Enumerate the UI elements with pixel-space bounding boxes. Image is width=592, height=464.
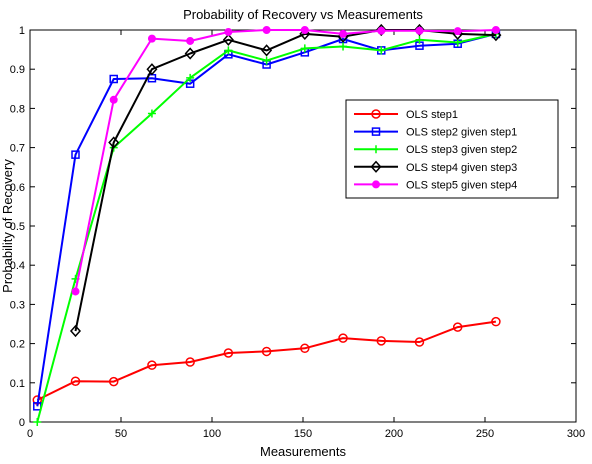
- data-point: [70, 376, 81, 386]
- data-point: [147, 34, 156, 43]
- data-point: [262, 26, 271, 34]
- data-point: [109, 95, 118, 104]
- data-point: [222, 33, 234, 46]
- data-point: [186, 36, 195, 45]
- y-tick-label: 0.3: [10, 299, 25, 311]
- y-tick-label: 0.5: [10, 221, 25, 233]
- legend-item: OLS step3 given step2: [354, 144, 517, 156]
- series-line: [74, 29, 496, 292]
- x-tick-label: 200: [385, 428, 403, 440]
- legend-label: OLS step4 given step3: [406, 162, 517, 174]
- data-point: [339, 29, 348, 38]
- y-tick-label: 0.8: [10, 103, 25, 115]
- data-point: [108, 376, 119, 387]
- data-point: [491, 26, 500, 34]
- series-5: [71, 26, 500, 296]
- legend-label: OLS step1: [406, 109, 458, 121]
- data-point: [262, 56, 271, 65]
- data-point: [109, 74, 118, 84]
- data-point: [33, 418, 42, 426]
- data-point: [376, 336, 387, 346]
- legend-marker: [372, 145, 380, 154]
- x-tick-label: 50: [115, 428, 127, 440]
- data-point: [261, 346, 272, 357]
- legend-item: OLS step5 given step4: [354, 179, 517, 191]
- data-point: [415, 35, 424, 44]
- legend-marker: [371, 109, 381, 119]
- y-tick-label: 1: [19, 25, 25, 37]
- data-point: [453, 27, 462, 36]
- data-point: [69, 324, 82, 338]
- data-point: [261, 44, 273, 57]
- y-tick-label: 0.1: [10, 378, 25, 390]
- data-point: [377, 26, 386, 35]
- legend: OLS step1 OLS step2 given step1 OLS step3 …: [345, 99, 559, 199]
- axis-ticks: 0 50 100 150 200 250 300 0 0.1 0.2 0.3 0.4 0.5 0.6 0.7…: [10, 25, 585, 440]
- legend-item: OLS step2 given step1: [354, 127, 517, 139]
- legend-marker: [372, 180, 380, 189]
- x-tick-label: 100: [203, 428, 221, 440]
- data-point: [452, 322, 463, 332]
- data-point: [300, 44, 309, 53]
- data-point: [224, 27, 233, 36]
- x-tick-label: 250: [476, 428, 494, 440]
- series-layer: [32, 23, 502, 426]
- data-point: [185, 357, 195, 367]
- data-point: [223, 348, 234, 358]
- data-point: [300, 343, 310, 354]
- data-point: [146, 63, 158, 76]
- data-point: [147, 109, 156, 118]
- y-tick-label: 0.7: [10, 143, 25, 155]
- data-point: [186, 73, 195, 82]
- data-point: [108, 136, 120, 149]
- y-tick-label: 0.2: [10, 339, 25, 351]
- data-point: [224, 46, 233, 55]
- legend-label: OLS step2 given step1: [406, 127, 517, 139]
- data-point: [491, 316, 501, 327]
- legend-label: OLS step5 given step4: [406, 179, 517, 191]
- legend-item: OLS step4 given step3: [354, 160, 517, 174]
- y-tick-label: 0: [19, 417, 25, 429]
- chart-title: Probability of Recovery vs Measurements: [183, 7, 423, 22]
- series-1: [32, 316, 501, 405]
- x-axis-label: Measurements: [260, 444, 346, 459]
- data-point: [414, 337, 425, 347]
- x-tick-label: 150: [294, 428, 312, 440]
- y-tick-label: 0.9: [10, 64, 25, 76]
- plot-area: [29, 29, 577, 423]
- data-point: [71, 150, 80, 159]
- data-point: [490, 28, 502, 42]
- data-point: [339, 42, 348, 51]
- data-point: [147, 360, 157, 370]
- series-line: [36, 320, 497, 401]
- x-tick-label: 300: [567, 428, 585, 440]
- legend-label: OLS step3 given step2: [406, 144, 517, 156]
- y-axis-label: Probability of Recovery: [0, 159, 15, 293]
- y-tick-label: 0.4: [10, 260, 25, 272]
- data-point: [184, 47, 196, 60]
- data-point: [415, 26, 424, 35]
- y-tick-label: 0.6: [10, 182, 25, 194]
- legend-marker: [370, 160, 382, 173]
- data-point: [338, 333, 348, 343]
- data-point: [377, 46, 386, 55]
- legend-item: OLS step1: [354, 109, 458, 121]
- data-point: [71, 287, 80, 296]
- data-point: [300, 26, 309, 34]
- x-tick-label: 0: [27, 428, 33, 440]
- legend-marker: [371, 127, 381, 136]
